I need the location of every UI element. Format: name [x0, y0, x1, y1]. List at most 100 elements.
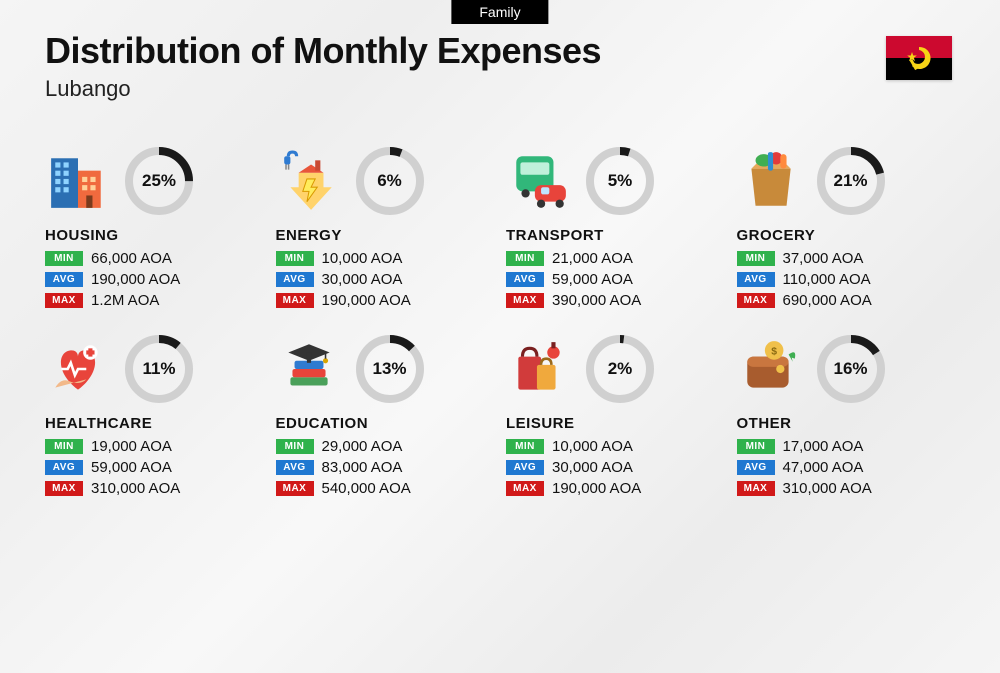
max-value: 690,000 AOA — [783, 292, 872, 309]
category-card-healthcare: 11% HEALTHCARE MIN 19,000 AOA AVG 59,000… — [45, 333, 264, 501]
stats: MIN 29,000 AOA AVG 83,000 AOA MAX 540,00… — [276, 438, 495, 497]
healthcare-icon — [45, 336, 111, 402]
max-badge: MAX — [506, 293, 544, 308]
percent-label: 16% — [817, 335, 885, 403]
housing-icon — [45, 148, 111, 214]
category-name: OTHER — [737, 415, 956, 432]
max-value: 190,000 AOA — [322, 292, 411, 309]
max-badge: MAX — [45, 293, 83, 308]
page-subtitle: Lubango — [45, 76, 955, 102]
transport-icon — [506, 148, 572, 214]
min-badge: MIN — [45, 439, 83, 454]
min-badge: MIN — [737, 251, 775, 266]
avg-value: 47,000 AOA — [783, 459, 864, 476]
percent-donut: 5% — [586, 147, 654, 215]
category-card-housing: 25% HOUSING MIN 66,000 AOA AVG 190,000 A… — [45, 145, 264, 313]
min-badge: MIN — [506, 439, 544, 454]
percent-label: 6% — [356, 147, 424, 215]
category-name: LEISURE — [506, 415, 725, 432]
header: Distribution of Monthly Expenses Lubango — [45, 30, 955, 102]
max-badge: MAX — [506, 481, 544, 496]
max-badge: MAX — [737, 293, 775, 308]
avg-badge: AVG — [506, 460, 544, 475]
max-badge: MAX — [45, 481, 83, 496]
stats: MIN 37,000 AOA AVG 110,000 AOA MAX 690,0… — [737, 250, 956, 309]
max-badge: MAX — [276, 293, 314, 308]
category-card-leisure: 2% LEISURE MIN 10,000 AOA AVG 30,000 AOA… — [506, 333, 725, 501]
avg-badge: AVG — [276, 272, 314, 287]
stats: MIN 21,000 AOA AVG 59,000 AOA MAX 390,00… — [506, 250, 725, 309]
category-card-transport: 5% TRANSPORT MIN 21,000 AOA AVG 59,000 A… — [506, 145, 725, 313]
avg-badge: AVG — [45, 272, 83, 287]
avg-value: 59,000 AOA — [91, 459, 172, 476]
category-card-energy: 6% ENERGY MIN 10,000 AOA AVG 30,000 AOA … — [276, 145, 495, 313]
max-badge: MAX — [737, 481, 775, 496]
avg-value: 190,000 AOA — [91, 271, 180, 288]
stats: MIN 19,000 AOA AVG 59,000 AOA MAX 310,00… — [45, 438, 264, 497]
avg-badge: AVG — [737, 460, 775, 475]
percent-label: 13% — [356, 335, 424, 403]
stats: MIN 10,000 AOA AVG 30,000 AOA MAX 190,00… — [276, 250, 495, 309]
percent-donut: 2% — [586, 335, 654, 403]
percent-donut: 16% — [817, 335, 885, 403]
category-grid: 25% HOUSING MIN 66,000 AOA AVG 190,000 A… — [45, 145, 955, 501]
other-icon — [737, 336, 803, 402]
min-value: 10,000 AOA — [322, 250, 403, 267]
education-icon — [276, 336, 342, 402]
max-value: 310,000 AOA — [783, 480, 872, 497]
category-name: ENERGY — [276, 227, 495, 244]
max-value: 390,000 AOA — [552, 292, 641, 309]
max-value: 310,000 AOA — [91, 480, 180, 497]
min-badge: MIN — [45, 251, 83, 266]
energy-icon — [276, 148, 342, 214]
angola-flag-icon — [886, 36, 952, 80]
percent-donut: 6% — [356, 147, 424, 215]
min-value: 37,000 AOA — [783, 250, 864, 267]
stats: MIN 17,000 AOA AVG 47,000 AOA MAX 310,00… — [737, 438, 956, 497]
percent-label: 25% — [125, 147, 193, 215]
stats: MIN 10,000 AOA AVG 30,000 AOA MAX 190,00… — [506, 438, 725, 497]
category-name: GROCERY — [737, 227, 956, 244]
max-value: 1.2M AOA — [91, 292, 159, 309]
min-badge: MIN — [737, 439, 775, 454]
category-name: HOUSING — [45, 227, 264, 244]
percent-label: 2% — [586, 335, 654, 403]
avg-badge: AVG — [276, 460, 314, 475]
avg-value: 30,000 AOA — [322, 271, 403, 288]
avg-value: 83,000 AOA — [322, 459, 403, 476]
max-value: 540,000 AOA — [322, 480, 411, 497]
percent-donut: 13% — [356, 335, 424, 403]
min-badge: MIN — [276, 439, 314, 454]
percent-label: 21% — [817, 147, 885, 215]
percent-donut: 25% — [125, 147, 193, 215]
stats: MIN 66,000 AOA AVG 190,000 AOA MAX 1.2M … — [45, 250, 264, 309]
avg-badge: AVG — [45, 460, 83, 475]
category-card-other: 16% OTHER MIN 17,000 AOA AVG 47,000 AOA … — [737, 333, 956, 501]
min-badge: MIN — [276, 251, 314, 266]
category-name: EDUCATION — [276, 415, 495, 432]
avg-value: 110,000 AOA — [783, 271, 871, 288]
top-tag: Family — [451, 0, 548, 24]
min-value: 21,000 AOA — [552, 250, 633, 267]
percent-donut: 11% — [125, 335, 193, 403]
avg-value: 30,000 AOA — [552, 459, 633, 476]
category-name: TRANSPORT — [506, 227, 725, 244]
max-value: 190,000 AOA — [552, 480, 641, 497]
avg-badge: AVG — [506, 272, 544, 287]
leisure-icon — [506, 336, 572, 402]
min-value: 29,000 AOA — [322, 438, 403, 455]
percent-label: 11% — [125, 335, 193, 403]
percent-donut: 21% — [817, 147, 885, 215]
avg-value: 59,000 AOA — [552, 271, 633, 288]
min-value: 10,000 AOA — [552, 438, 633, 455]
min-badge: MIN — [506, 251, 544, 266]
grocery-icon — [737, 148, 803, 214]
category-card-education: 13% EDUCATION MIN 29,000 AOA AVG 83,000 … — [276, 333, 495, 501]
category-card-grocery: 21% GROCERY MIN 37,000 AOA AVG 110,000 A… — [737, 145, 956, 313]
max-badge: MAX — [276, 481, 314, 496]
min-value: 66,000 AOA — [91, 250, 172, 267]
page-title: Distribution of Monthly Expenses — [45, 30, 955, 72]
min-value: 19,000 AOA — [91, 438, 172, 455]
percent-label: 5% — [586, 147, 654, 215]
avg-badge: AVG — [737, 272, 775, 287]
